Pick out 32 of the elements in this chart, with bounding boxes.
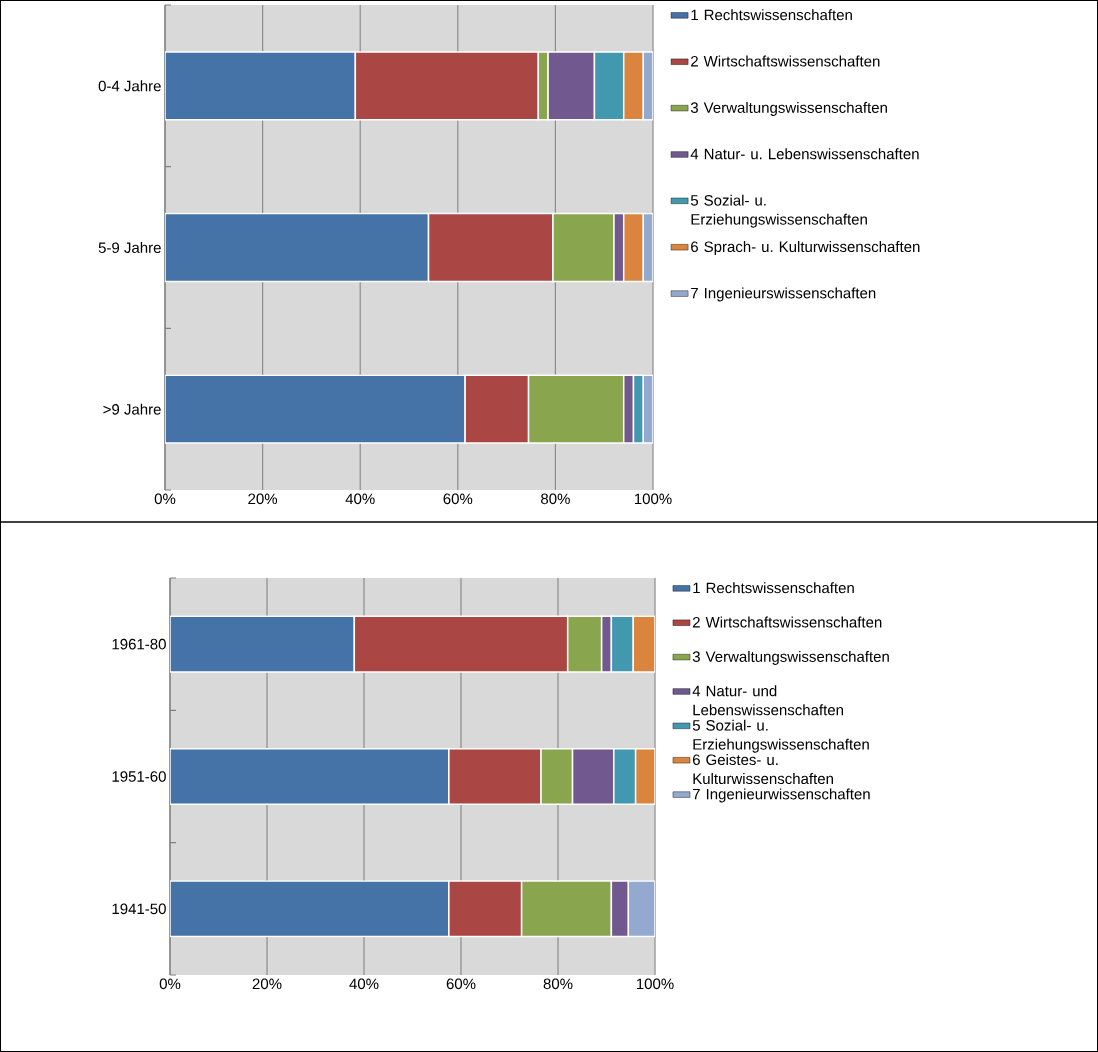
y-tick-label: 1961-80 bbox=[112, 638, 166, 650]
x-tick-label: 0% bbox=[159, 978, 181, 990]
legend-label: 4 Natur- und Lebenswissenschaften bbox=[692, 685, 843, 716]
x-tick-label: 80% bbox=[543, 978, 573, 990]
legend-label: 3 Verwaltungswissenschaften bbox=[692, 650, 889, 665]
y-tick-label: 0-4 Jahre bbox=[98, 80, 161, 92]
x-tick-label: 60% bbox=[446, 978, 476, 990]
legend-label: 7 Ingenieurswissenschaften bbox=[691, 287, 876, 302]
legend-label: 2 Wirtschaftswissenschaften bbox=[692, 616, 882, 628]
legend-label: 3 Verwaltungswissenschaften bbox=[690, 101, 887, 116]
legend-label: 1 Rechtswissenschaften bbox=[691, 9, 852, 21]
y-tick-label: 1951-60 bbox=[112, 771, 166, 782]
legend-label: 7 Ingenieurwissenschaften bbox=[692, 788, 870, 803]
legend-label: 2 Wirtschaftswissenschaften bbox=[691, 55, 880, 67]
x-tick-label: 40% bbox=[345, 493, 375, 505]
x-tick-label: 60% bbox=[443, 493, 473, 505]
x-tick-label: 80% bbox=[541, 493, 570, 505]
y-tick-label: 1941-50 bbox=[112, 903, 166, 915]
legend-label: 5 Sozial- u. Erziehungswissenschaften bbox=[690, 194, 867, 228]
x-tick-label: 0% bbox=[154, 493, 176, 505]
y-tick-label: 5-9 Jahre bbox=[98, 241, 161, 253]
legend-label: 5 Sozial- u. Erziehungswissenschaften bbox=[692, 719, 869, 753]
x-tick-label: 40% bbox=[349, 978, 379, 990]
legend-label: 6 Sprach- u. Kulturwissenschaften bbox=[691, 241, 920, 256]
legend-label: 6 Geistes- u. Kulturwissenschaften bbox=[692, 754, 833, 785]
x-tick-label: 100% bbox=[636, 978, 674, 990]
x-tick-label: 100% bbox=[634, 493, 672, 505]
legend-label: 1 Rechtswissenschaften bbox=[693, 582, 854, 594]
x-tick-label: 20% bbox=[248, 493, 278, 505]
x-tick-label: 20% bbox=[252, 978, 282, 990]
y-tick-label: >9 Jahre bbox=[103, 403, 161, 415]
legend-label: 4 Natur- u. Lebenswissenschaften bbox=[690, 148, 919, 160]
